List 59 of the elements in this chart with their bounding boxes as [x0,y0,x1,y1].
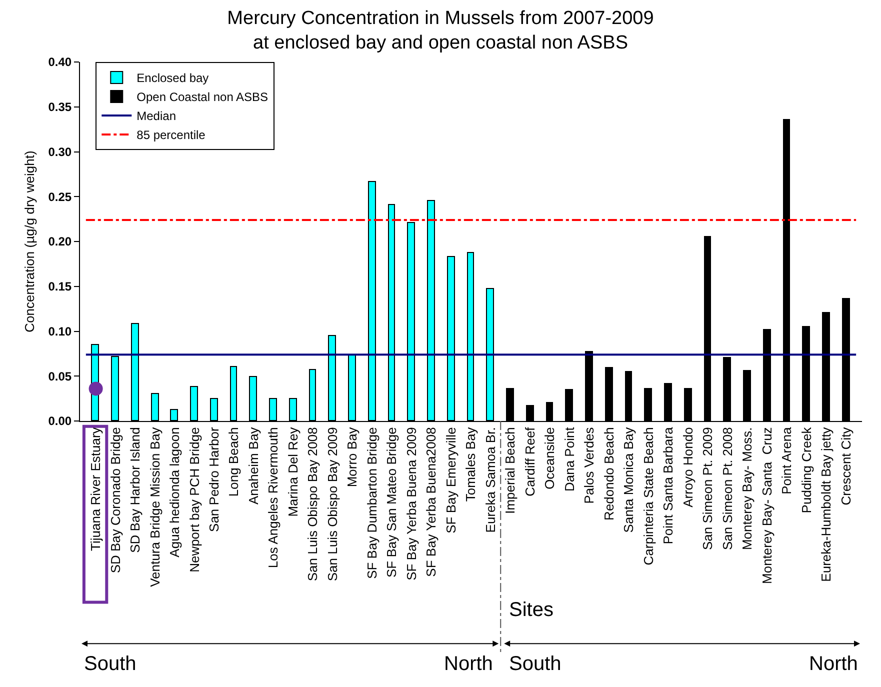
legend-label: Enclosed bay [136,71,209,86]
x-tick-label: Crescent City [838,426,854,506]
x-tick-label: Santa Monica Bay [621,426,636,533]
text: South [84,653,136,675]
y-tick-label: 0.05 [48,369,72,384]
x-tick-label: Arroyo Hondo [680,427,696,508]
x-tick-label: Tijuana River Estuary [88,426,104,551]
x-tick-label: SF Bay Yerba Buena 2009 [404,427,419,580]
x-tick-label: Monterey Bay- Santa Cruz [759,427,774,584]
y-tick-label: 0.00 [48,414,72,428]
y-tick-label: 0.15 [48,280,72,294]
x-tick-label: San Pedro Harbor [206,426,222,532]
x-tick-label: Eureka Samoa Br. [482,427,498,533]
x-tick-label: Agua hedionda lagoon [167,427,182,558]
x-tick-label: San Simeon Pt. 2009 [700,427,716,550]
x-tick-label: SF Bay Dumbarton Bridge [364,427,380,579]
y-tick-label: 0.35 [48,100,72,114]
x-tick-label: SD Bay Coronado Bridge [108,427,123,574]
text: Sites [509,599,554,621]
text: South [509,653,562,675]
x-tick-label: Tomales Bay [463,426,478,502]
y-tick-label: 0.40 [48,55,72,70]
y-tick-label: 0.20 [48,234,72,249]
x-tick-label: Monterey Bay- Moss. [740,427,755,550]
x-tick-label: Marina Del Rey [285,426,300,517]
text: North [809,653,858,675]
x-tick-label: Eureka-Humboldt Bay jetty [818,426,834,582]
legend-label: 85 percentile [136,128,206,142]
x-tick-label: SF Bay Emeryville [443,427,458,534]
x-tick-label: San Simeon Pt. 2008 [720,427,735,550]
x-tick-label: SD Bay Harbor Island [128,427,143,553]
y-tick-label: 0.25 [48,190,72,204]
x-tick-label: Dana Point [562,426,577,492]
y-tick-label: 0.10 [48,324,72,338]
y-tick-label: 0.30 [48,144,72,159]
x-tick-label: Palos Verdes [582,426,597,504]
legend-label: Open Coastal non ASBS [136,90,268,104]
legend-label: Median [136,109,176,124]
text: North [444,653,493,675]
x-tick-label: Redondo Beach [601,427,616,520]
x-tick-label: Cardiff Reef [522,426,538,496]
x-tick-label: Imperial Beach [502,427,518,514]
chart-title: Mercury Concentration in Mussels from 2007-2009 at enclosed bay and open coastal non ASBS [227,8,654,54]
x-tick-label: Point Arena [779,426,794,494]
x-tick-label: San Luis Obispo Bay 2008 [305,427,320,582]
x-tick-label: Carpinteria State Beach [640,427,656,566]
x-tick-label: San Luis Obispo Bay 2009 [324,427,340,582]
x-tick-label: Ventura Bridge Mission Bay [147,426,162,587]
x-tick-label: Oceanside [542,427,558,490]
x-tick-label: Point Santa Barbara [660,426,676,544]
x-tick-label: SF Bay San Mateo Bridge [384,427,400,578]
x-tick-label: Long Beach [226,427,242,497]
x-tick-label: Morro Bay [344,426,360,488]
x-tick-label: Newport bay PCH Bridge [186,427,202,572]
x-tick-label: Pudding Creek [798,426,814,514]
x-tick-label: Anaheim Bay [246,426,262,505]
x-tick-label: Los Angeles Rivermouth [266,427,281,568]
y-axis-title: Concentration (µg/g dry weight) [22,150,38,332]
x-tick-label: SF Bay Yerba Buena2008 [424,427,439,577]
